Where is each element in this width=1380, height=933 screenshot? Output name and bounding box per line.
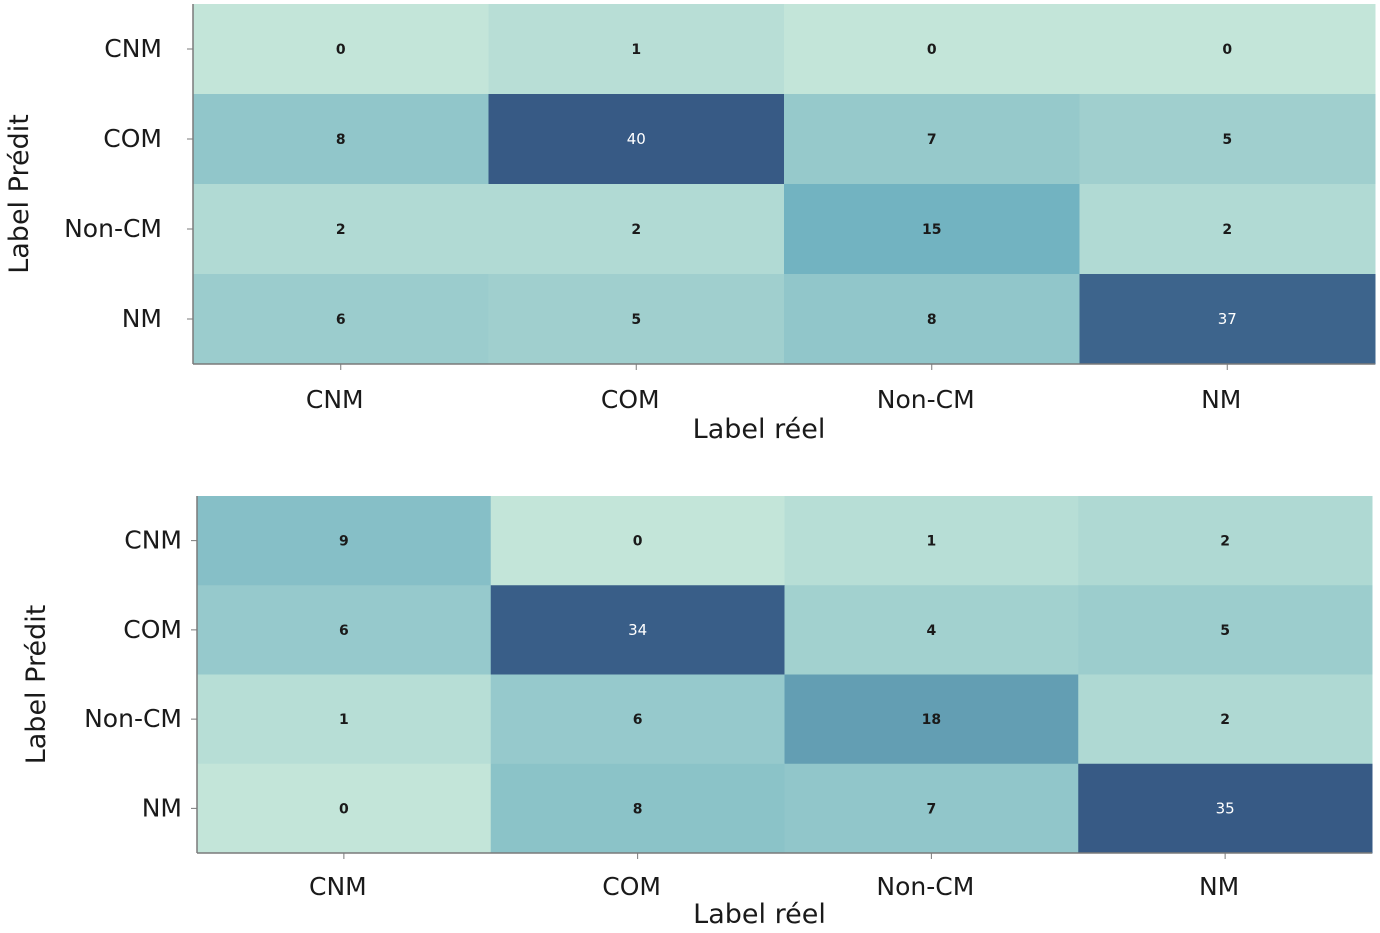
x-tick-label: Non-CM <box>877 385 975 414</box>
cell-value-label: 35 <box>1216 799 1235 817</box>
heatmap-cell <box>784 585 1079 675</box>
cell-value-label: 1 <box>631 42 641 58</box>
x-axis-title: Label réel <box>693 414 826 445</box>
heatmap-cell <box>784 274 1080 365</box>
cell-value-label: 8 <box>633 801 643 817</box>
cell-value-label: 0 <box>927 42 937 58</box>
heatmap-cell <box>490 763 785 854</box>
heatmap-1: 0 1 0 0 8 40 7 5 2 2 15 2 6 5 8 37 CNM COM Non-CM NM CNM COM N… <box>4 4 1376 445</box>
y-tick-label: COM <box>103 124 162 153</box>
x-tick-label: NM <box>1199 872 1239 901</box>
x-tick-label: COM <box>601 385 660 414</box>
heatmap-cell <box>1079 4 1376 95</box>
heatmap-cell <box>197 585 492 675</box>
x-axis-title: Label réel <box>693 899 826 930</box>
y-tick-label: CNM <box>104 34 162 63</box>
heatmap-cell <box>1079 274 1376 365</box>
heatmap-cell <box>197 496 492 586</box>
cell-value-label: 2 <box>631 222 641 238</box>
heatmap-cell <box>193 4 489 95</box>
x-tick-label: CNM <box>309 872 367 901</box>
heatmap-cell <box>1078 763 1373 854</box>
heatmap-cell <box>197 763 492 854</box>
y-tick-label: CNM <box>124 526 182 555</box>
heatmap-cell <box>1079 184 1376 275</box>
cell-value-label: 7 <box>927 801 937 817</box>
cell-value-label: 18 <box>922 712 941 728</box>
heatmap-cell <box>784 496 1079 586</box>
heatmap-cell <box>1078 585 1373 675</box>
cell-value-label: 6 <box>336 312 346 328</box>
cell-value-label: 0 <box>339 801 349 817</box>
y-tick-label: NM <box>122 304 162 333</box>
heatmap-cell <box>490 585 785 675</box>
heatmap-cell <box>784 94 1080 185</box>
cell-value-label: 0 <box>633 534 643 550</box>
cell-value-label: 0 <box>336 42 346 58</box>
heatmap-cell <box>784 674 1079 765</box>
y-tick-label: Non-CM <box>84 704 182 733</box>
heatmap-cell <box>1078 674 1373 765</box>
heatmap-cell <box>197 674 492 765</box>
heatmap-cell <box>490 496 785 586</box>
cell-value-label: 37 <box>1218 310 1237 328</box>
y-tick-label: NM <box>142 793 182 822</box>
heatmap-cell <box>193 274 489 365</box>
x-tick-label: COM <box>602 872 661 901</box>
x-tick-label: Non-CM <box>876 872 974 901</box>
heatmap-cell <box>193 94 489 185</box>
heatmap-cell <box>488 184 785 275</box>
cell-value-label: 2 <box>336 222 346 238</box>
cell-value-label: 6 <box>339 623 349 639</box>
y-tick-label: COM <box>123 615 182 644</box>
y-tick-label: Non-CM <box>64 214 162 243</box>
cell-value-label: 15 <box>922 222 941 238</box>
y-axis-title: Label Prédit <box>21 605 52 765</box>
heatmap-cell <box>490 674 785 765</box>
heatmap-cell <box>784 184 1080 275</box>
cell-value-label: 34 <box>628 621 647 639</box>
cell-value-label: 2 <box>1222 222 1232 238</box>
cell-value-label: 2 <box>1220 712 1230 728</box>
cell-value-label: 8 <box>336 132 346 148</box>
cell-value-label: 5 <box>1220 623 1230 639</box>
cell-value-label: 7 <box>927 132 937 148</box>
cell-value-label: 5 <box>631 312 641 328</box>
cell-value-label: 8 <box>927 312 937 328</box>
heatmap-cell <box>784 763 1079 854</box>
heatmap-2: 9 0 1 2 6 34 4 5 1 6 18 2 0 8 7 35 CNM COM Non-CM NM CNM COM N… <box>21 496 1373 930</box>
heatmap-cell <box>488 4 785 95</box>
heatmap-cell <box>193 184 489 275</box>
heatmap-cell <box>488 274 785 365</box>
y-axis-title: Label Prédit <box>4 114 35 274</box>
heatmap-cell <box>488 94 785 185</box>
heatmap-cell <box>1078 496 1373 586</box>
cell-value-label: 40 <box>627 130 646 148</box>
heatmap-cell <box>1079 94 1376 185</box>
cell-value-label: 0 <box>1222 42 1232 58</box>
x-tick-label: CNM <box>306 385 364 414</box>
cell-value-label: 1 <box>927 534 937 550</box>
cell-value-label: 5 <box>1222 132 1232 148</box>
x-tick-label: NM <box>1201 385 1241 414</box>
cell-value-label: 9 <box>339 534 349 550</box>
cell-value-label: 2 <box>1220 534 1230 550</box>
cell-value-label: 4 <box>927 623 937 639</box>
cell-value-label: 1 <box>339 712 349 728</box>
heatmap-cell <box>784 4 1080 95</box>
cell-value-label: 6 <box>633 712 643 728</box>
